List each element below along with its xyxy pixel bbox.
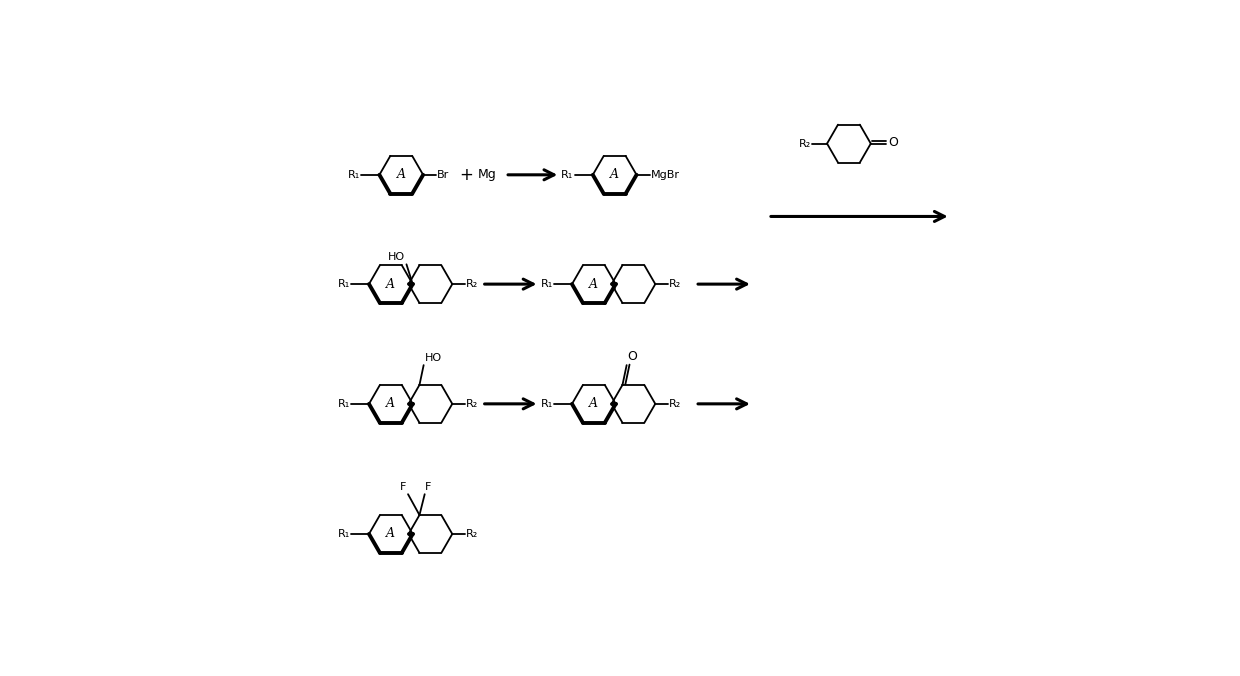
Text: R₁: R₁ — [337, 399, 350, 409]
Text: R₁: R₁ — [337, 279, 350, 289]
Text: R₁: R₁ — [348, 170, 360, 180]
Text: R₂: R₂ — [466, 529, 479, 539]
Text: A: A — [397, 168, 405, 181]
Text: F: F — [425, 482, 432, 492]
Text: A: A — [387, 397, 396, 410]
Text: R₁: R₁ — [541, 279, 553, 289]
Text: O: O — [888, 136, 898, 149]
Text: +: + — [459, 166, 474, 184]
Text: A: A — [387, 278, 396, 291]
Text: R₁: R₁ — [337, 529, 350, 539]
Text: A: A — [589, 397, 599, 410]
Text: MgBr: MgBr — [651, 170, 680, 180]
Text: R₁: R₁ — [541, 399, 553, 409]
Text: R₂: R₂ — [670, 399, 682, 409]
Text: HO: HO — [424, 353, 441, 363]
Text: A: A — [589, 278, 599, 291]
Text: R₂: R₂ — [800, 139, 811, 149]
Text: A: A — [610, 168, 619, 181]
Text: R₁: R₁ — [562, 170, 574, 180]
Text: R₂: R₂ — [670, 279, 682, 289]
Text: Br: Br — [438, 170, 449, 180]
Text: HO: HO — [388, 252, 405, 262]
Text: Mg: Mg — [477, 168, 496, 181]
Text: O: O — [627, 349, 637, 362]
Text: R₂: R₂ — [466, 279, 479, 289]
Text: R₂: R₂ — [466, 399, 479, 409]
Text: F: F — [401, 482, 407, 492]
Text: A: A — [387, 527, 396, 541]
